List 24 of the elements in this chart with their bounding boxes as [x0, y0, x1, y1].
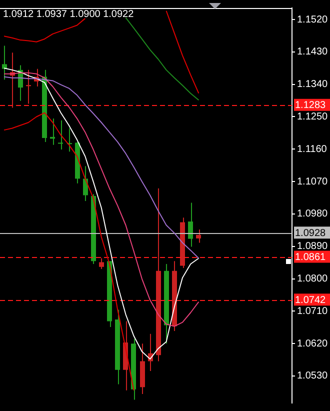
candlestick — [58, 120, 63, 150]
ref-line-label: 1.0742 — [295, 294, 326, 306]
y-tick-label: 1.0800 — [297, 274, 328, 285]
y-tick-label: 1.0620 — [297, 338, 328, 350]
y-tick-label: 1.0530 — [297, 370, 328, 382]
candlestick — [26, 69, 31, 104]
candlestick — [196, 228, 201, 244]
y-tick-label: 1.1520 — [297, 14, 328, 26]
candlestick — [188, 202, 193, 248]
y-tick-label: 1.0980 — [297, 208, 328, 220]
candlestick — [83, 166, 88, 202]
annotation: 1.0912 1.0937 1.0900 1.0922 — [3, 9, 134, 20]
candlestick — [99, 258, 104, 270]
ref-line-label: 1.1283 — [295, 100, 326, 112]
y-tick-label: 1.1340 — [297, 79, 328, 90]
ref-line-label: 1.0861 — [295, 252, 326, 264]
ref-line-label: 1.0928 — [295, 228, 326, 239]
y-tick-label: 1.1160 — [297, 144, 328, 155]
candlestick — [2, 45, 7, 80]
y-tick-label: 1.0710 — [297, 306, 328, 317]
y-tick-label: 1.1430 — [297, 46, 328, 58]
y-tick-label: 1.1070 — [297, 176, 328, 188]
y-tick-label: 1.0890 — [297, 241, 328, 252]
y-tick-label: 1.1250 — [297, 111, 328, 122]
